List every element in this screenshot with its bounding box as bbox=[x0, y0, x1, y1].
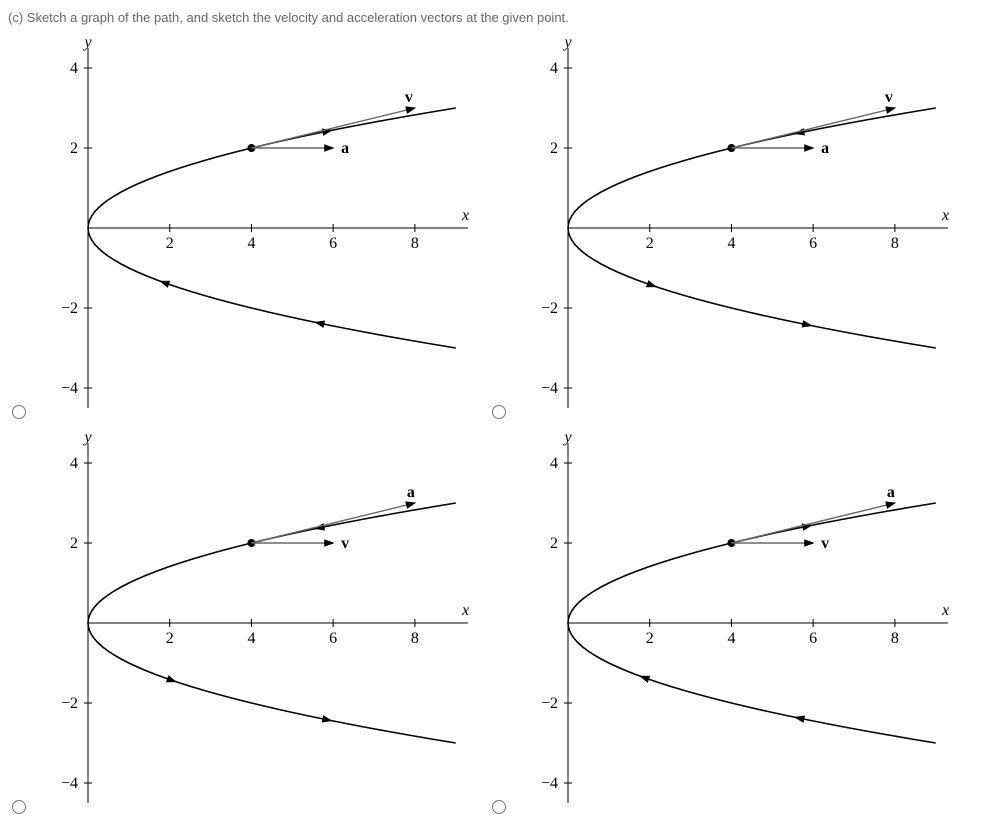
svg-text:4: 4 bbox=[550, 455, 558, 472]
svg-text:8: 8 bbox=[891, 630, 899, 647]
svg-text:x: x bbox=[461, 207, 469, 224]
svg-text:6: 6 bbox=[329, 235, 337, 252]
radio-c[interactable] bbox=[12, 800, 26, 814]
svg-text:v: v bbox=[341, 535, 349, 552]
svg-text:2: 2 bbox=[646, 630, 654, 647]
question-prompt: (c) Sketch a graph of the path, and sket… bbox=[0, 10, 983, 33]
plot-b: 2468−4−224yxav bbox=[498, 33, 958, 428]
radio-d[interactable] bbox=[492, 800, 506, 814]
svg-text:−4: −4 bbox=[541, 775, 558, 792]
svg-text:6: 6 bbox=[329, 630, 337, 647]
plot-d: 2468−4−224yxav bbox=[498, 428, 958, 823]
svg-text:y: y bbox=[82, 429, 92, 446]
plot-a: 2468−4−224yxav bbox=[18, 33, 478, 428]
svg-text:−4: −4 bbox=[541, 380, 558, 397]
svg-text:y: y bbox=[82, 34, 92, 51]
svg-text:4: 4 bbox=[550, 60, 558, 77]
svg-text:6: 6 bbox=[809, 235, 817, 252]
svg-text:v: v bbox=[821, 535, 829, 552]
svg-text:2: 2 bbox=[70, 140, 78, 157]
option-b[interactable]: 2468−4−224yxav bbox=[498, 33, 978, 428]
radio-b[interactable] bbox=[492, 405, 506, 419]
svg-text:a: a bbox=[407, 484, 415, 501]
svg-text:4: 4 bbox=[727, 630, 735, 647]
plot-c: 2468−4−224yxav bbox=[18, 428, 478, 823]
option-d[interactable]: 2468−4−224yxav bbox=[498, 428, 978, 823]
option-c[interactable]: 2468−4−224yxav bbox=[18, 428, 498, 823]
option-a[interactable]: 2468−4−224yxav bbox=[18, 33, 498, 428]
svg-text:2: 2 bbox=[166, 630, 174, 647]
svg-text:−4: −4 bbox=[61, 775, 78, 792]
svg-text:a: a bbox=[887, 484, 895, 501]
svg-text:4: 4 bbox=[247, 235, 255, 252]
svg-text:−2: −2 bbox=[61, 695, 78, 712]
svg-text:2: 2 bbox=[70, 535, 78, 552]
svg-text:8: 8 bbox=[891, 235, 899, 252]
svg-text:2: 2 bbox=[550, 535, 558, 552]
svg-text:y: y bbox=[562, 429, 572, 446]
svg-text:8: 8 bbox=[411, 630, 419, 647]
svg-text:2: 2 bbox=[550, 140, 558, 157]
svg-text:v: v bbox=[405, 89, 413, 106]
svg-text:6: 6 bbox=[809, 630, 817, 647]
svg-text:4: 4 bbox=[70, 60, 78, 77]
svg-text:4: 4 bbox=[727, 235, 735, 252]
svg-text:a: a bbox=[821, 140, 829, 157]
svg-text:−2: −2 bbox=[541, 300, 558, 317]
svg-text:−2: −2 bbox=[61, 300, 78, 317]
svg-text:x: x bbox=[941, 207, 949, 224]
svg-text:x: x bbox=[941, 602, 949, 619]
svg-text:−4: −4 bbox=[61, 380, 78, 397]
answer-grid: 2468−4−224yxav 2468−4−224yxav 2468−4−224… bbox=[18, 33, 978, 823]
svg-text:v: v bbox=[885, 89, 893, 106]
svg-text:8: 8 bbox=[411, 235, 419, 252]
svg-text:−2: −2 bbox=[541, 695, 558, 712]
svg-text:a: a bbox=[341, 140, 349, 157]
svg-text:x: x bbox=[461, 602, 469, 619]
radio-a[interactable] bbox=[12, 405, 26, 419]
svg-text:y: y bbox=[562, 34, 572, 51]
svg-text:2: 2 bbox=[166, 235, 174, 252]
svg-text:2: 2 bbox=[646, 235, 654, 252]
svg-text:4: 4 bbox=[247, 630, 255, 647]
svg-text:4: 4 bbox=[70, 455, 78, 472]
